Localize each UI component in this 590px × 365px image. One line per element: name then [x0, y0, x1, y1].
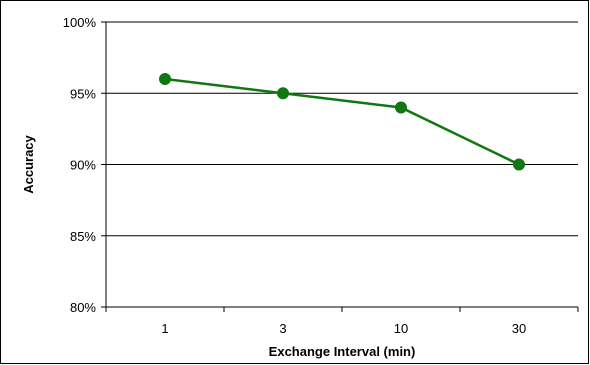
x-axis-title: Exchange Interval (min) — [269, 344, 416, 359]
y-tick-label: 100% — [63, 15, 97, 30]
data-point — [277, 87, 289, 100]
series-group — [159, 73, 525, 171]
y-tick-label: 85% — [70, 229, 96, 244]
data-point — [159, 73, 171, 85]
series-line — [164, 77, 520, 166]
x-axis-ticks: 1 3 10 30 — [105, 307, 579, 336]
x-tick-label: 30 — [512, 321, 526, 336]
x-tick-label: 10 — [394, 321, 408, 336]
x-tick-label: 3 — [279, 321, 286, 336]
y-axis-title: Accuracy — [21, 134, 36, 193]
data-point — [513, 158, 525, 171]
gridlines — [106, 21, 578, 237]
y-axis-ticks: 80% 85% 90% 95% 100% — [63, 15, 106, 315]
x-tick-label: 1 — [161, 321, 168, 336]
y-tick-label: 95% — [70, 86, 96, 101]
y-tick-label: 90% — [70, 158, 96, 173]
data-point — [395, 101, 407, 114]
y-tick-label: 80% — [70, 300, 96, 315]
